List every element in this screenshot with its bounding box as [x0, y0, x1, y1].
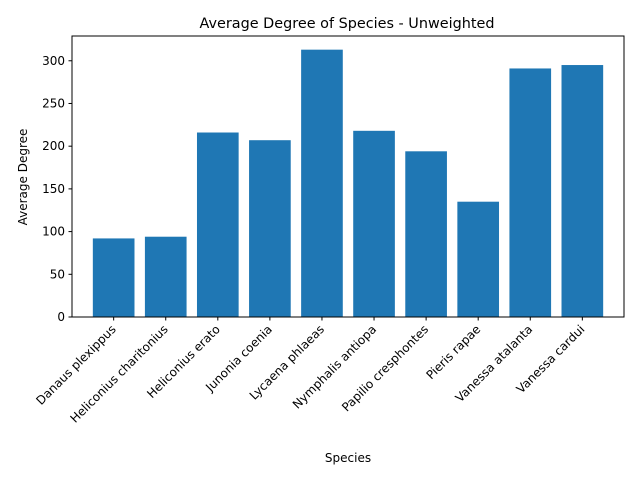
x-tick-label: Papilio cresphontes — [339, 322, 431, 414]
bar — [144, 236, 187, 317]
y-axis-label: Average Degree — [16, 129, 30, 226]
y-tick-label: 250 — [42, 96, 65, 110]
bar — [92, 238, 135, 317]
bar — [249, 140, 291, 317]
plot-frame — [71, 35, 625, 318]
bar — [509, 68, 552, 318]
bar — [353, 130, 395, 317]
y-tick-label: 150 — [42, 182, 65, 196]
bars-layer — [92, 49, 604, 318]
x-axis-label: Species — [325, 451, 371, 465]
y-tick-label: 0 — [57, 310, 65, 324]
y-tick-label: 100 — [42, 225, 65, 239]
chart-title: Average Degree of Species - Unweighted — [200, 16, 495, 32]
y-tick-label: 200 — [42, 139, 65, 153]
bar — [196, 132, 239, 317]
bar — [301, 49, 343, 318]
bar — [561, 65, 604, 317]
x-tick-label: Heliconius charitonius — [67, 322, 170, 425]
y-axis: 0 50 100 150 200 250 300 — [42, 54, 72, 324]
y-tick-label: 50 — [50, 267, 65, 281]
y-tick-label: 300 — [42, 54, 65, 68]
bar — [457, 201, 500, 317]
bar — [405, 151, 447, 317]
